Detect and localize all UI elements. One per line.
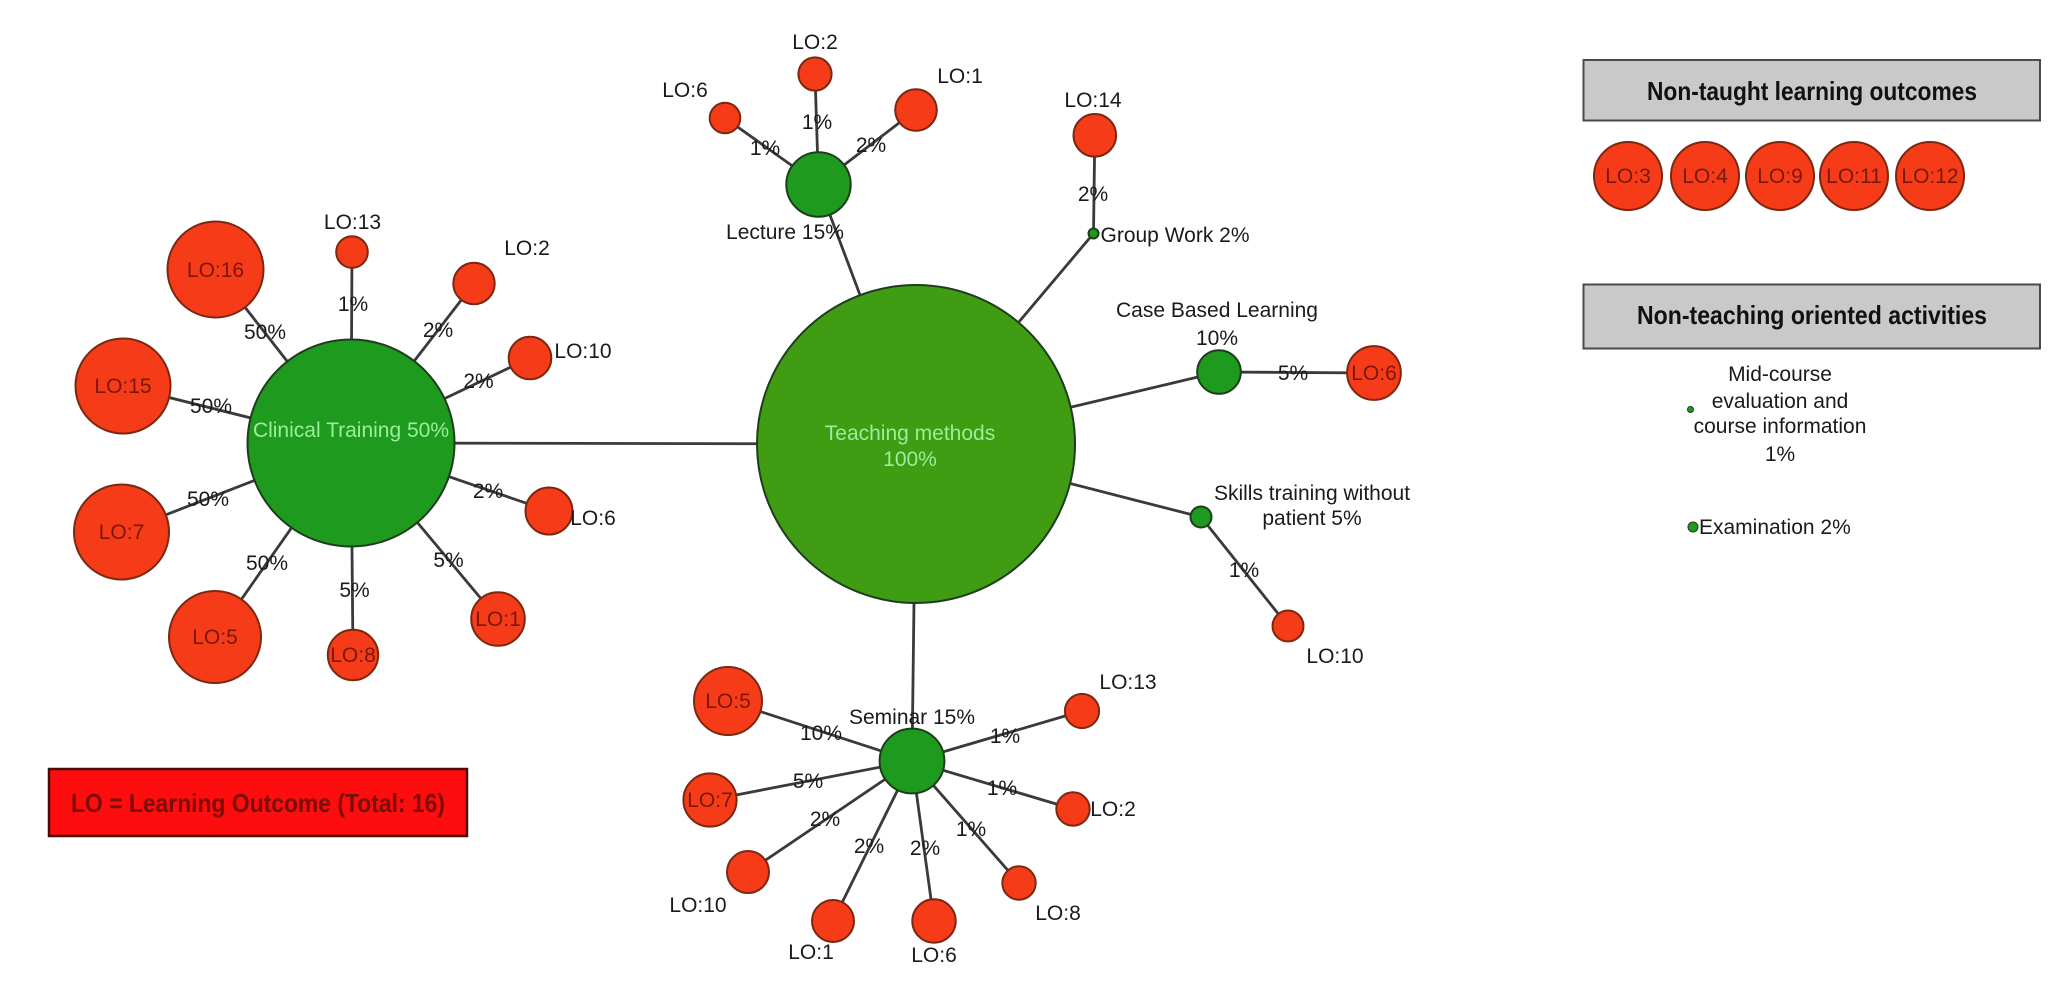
svg-text:LO:1: LO:1	[788, 941, 834, 964]
svg-text:course information: course information	[1694, 415, 1867, 438]
svg-text:50%: 50%	[244, 321, 286, 344]
svg-text:Skills training without: Skills training without	[1214, 482, 1410, 505]
svg-text:LO:7: LO:7	[687, 789, 733, 812]
svg-text:1%: 1%	[956, 818, 986, 841]
svg-text:LO:9: LO:9	[1757, 165, 1803, 188]
svg-text:LO:6: LO:6	[662, 79, 708, 102]
svg-text:50%: 50%	[190, 395, 232, 418]
svg-text:2%: 2%	[463, 370, 493, 393]
svg-text:LO:7: LO:7	[99, 521, 145, 544]
svg-text:LO:3: LO:3	[1605, 165, 1651, 188]
svg-text:1%: 1%	[1765, 443, 1795, 466]
svg-text:LO:16: LO:16	[187, 259, 244, 282]
svg-text:LO:13: LO:13	[324, 211, 381, 234]
svg-text:Non-teaching oriented activiti: Non-teaching oriented activities	[1637, 300, 1987, 330]
svg-text:Seminar 15%: Seminar 15%	[849, 706, 975, 729]
svg-text:Lecture 15%: Lecture 15%	[726, 221, 844, 244]
svg-text:LO:6: LO:6	[911, 944, 957, 967]
svg-text:LO:10: LO:10	[554, 340, 611, 363]
svg-text:LO:10: LO:10	[1306, 645, 1363, 668]
svg-text:Teaching methods: Teaching methods	[825, 422, 995, 445]
svg-text:LO:15: LO:15	[94, 375, 151, 398]
svg-text:2%: 2%	[1078, 183, 1108, 206]
svg-text:LO:5: LO:5	[705, 690, 751, 713]
svg-text:2%: 2%	[423, 319, 453, 342]
svg-text:10%: 10%	[800, 722, 842, 745]
svg-text:2%: 2%	[910, 837, 940, 860]
svg-text:Clinical Training 50%: Clinical Training 50%	[253, 419, 449, 442]
svg-text:Group Work 2%: Group Work 2%	[1101, 224, 1250, 247]
svg-text:Case Based Learning: Case Based Learning	[1116, 299, 1318, 322]
svg-text:50%: 50%	[246, 552, 288, 575]
svg-text:LO:12: LO:12	[1901, 165, 1958, 188]
svg-text:LO:5: LO:5	[192, 626, 238, 649]
svg-text:2%: 2%	[810, 808, 840, 831]
svg-text:2%: 2%	[856, 134, 886, 157]
svg-text:5%: 5%	[1278, 362, 1308, 385]
svg-text:LO:13: LO:13	[1099, 671, 1156, 694]
svg-text:LO:6: LO:6	[1351, 362, 1397, 385]
svg-text:LO = Learning Outcome (Total:: LO = Learning Outcome (Total: 16)	[71, 788, 445, 818]
svg-text:Mid-course: Mid-course	[1728, 363, 1832, 386]
svg-text:5%: 5%	[793, 770, 823, 793]
svg-text:100%: 100%	[883, 448, 937, 471]
svg-text:1%: 1%	[802, 111, 832, 134]
svg-text:patient 5%: patient 5%	[1262, 507, 1361, 530]
svg-text:1%: 1%	[987, 777, 1017, 800]
svg-text:LO:1: LO:1	[937, 65, 983, 88]
svg-text:2%: 2%	[854, 835, 884, 858]
svg-text:1%: 1%	[990, 725, 1020, 748]
svg-text:1%: 1%	[750, 137, 780, 160]
svg-text:LO:4: LO:4	[1682, 165, 1728, 188]
svg-text:LO:10: LO:10	[669, 894, 726, 917]
svg-text:evaluation and: evaluation and	[1712, 390, 1849, 413]
svg-text:1%: 1%	[1229, 559, 1259, 582]
svg-text:LO:11: LO:11	[1826, 165, 1882, 188]
svg-text:2%: 2%	[473, 480, 503, 503]
svg-text:5%: 5%	[433, 549, 463, 572]
svg-text:LO:2: LO:2	[504, 237, 550, 260]
svg-text:LO:8: LO:8	[1035, 902, 1081, 925]
svg-text:Examination 2%: Examination 2%	[1699, 516, 1851, 539]
svg-text:LO:8: LO:8	[330, 644, 376, 667]
svg-text:50%: 50%	[187, 488, 229, 511]
svg-text:Non-taught learning outcomes: Non-taught learning outcomes	[1647, 76, 1977, 106]
svg-text:10%: 10%	[1196, 327, 1238, 350]
svg-text:LO:2: LO:2	[1090, 798, 1136, 821]
svg-text:5%: 5%	[339, 579, 369, 602]
svg-text:1%: 1%	[338, 293, 368, 316]
svg-text:LO:6: LO:6	[570, 507, 616, 530]
svg-text:LO:2: LO:2	[792, 31, 838, 54]
svg-text:LO:1: LO:1	[475, 608, 521, 631]
svg-text:LO:14: LO:14	[1064, 89, 1122, 112]
